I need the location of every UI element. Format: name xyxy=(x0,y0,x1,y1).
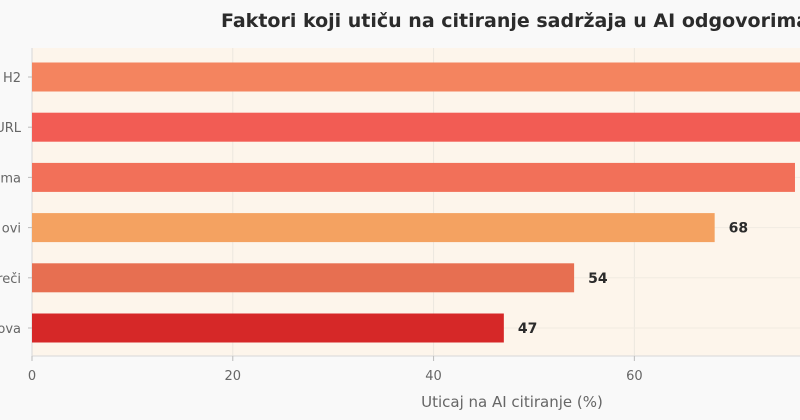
value-labels: 68 54 47 xyxy=(518,221,748,337)
y-tick-label: ovi xyxy=(2,222,21,237)
bar xyxy=(32,162,795,192)
plot-area xyxy=(32,48,800,356)
bar xyxy=(32,313,504,343)
x-axis-label: Uticaj na AI citiranje (%) xyxy=(421,393,603,411)
value-label: 54 xyxy=(588,271,608,287)
x-tick-label: 40 xyxy=(425,369,442,384)
bar xyxy=(32,213,715,243)
y-tick-labels: H2 URL ma ovi reči ova xyxy=(0,71,32,337)
x-tick-label: 0 xyxy=(28,369,36,384)
value-label: 47 xyxy=(518,321,537,337)
y-tick-label: H2 xyxy=(3,71,21,86)
bars xyxy=(32,62,800,343)
bar xyxy=(32,112,800,142)
y-tick-label: ova xyxy=(0,322,21,337)
x-tick-label: 20 xyxy=(225,369,242,384)
bar xyxy=(32,263,575,293)
value-label: 68 xyxy=(729,221,748,237)
y-tick-label: URL xyxy=(0,121,22,136)
bar xyxy=(32,62,800,92)
y-tick-label: reči xyxy=(0,272,21,287)
x-tick-label: 60 xyxy=(626,369,643,384)
y-tick-label: ma xyxy=(0,171,21,186)
x-ticks: 0 20 40 60 xyxy=(28,356,643,384)
chart-title: Faktori koji utiču na citiranje sadržaja… xyxy=(221,10,800,32)
